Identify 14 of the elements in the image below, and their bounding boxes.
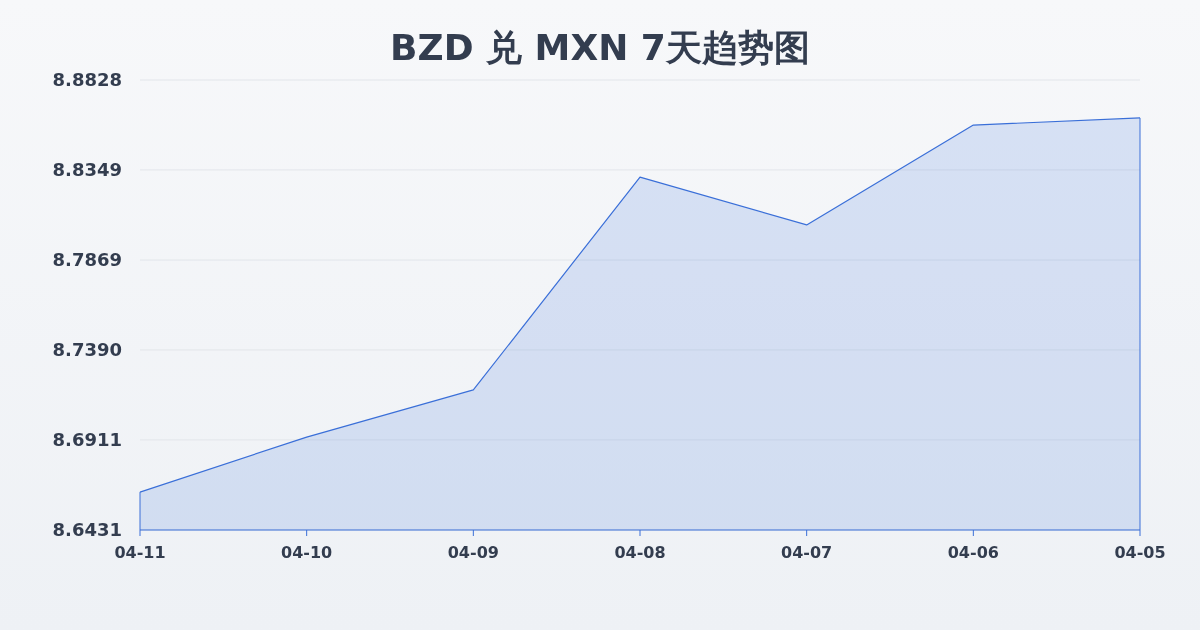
x-tick-label: 04-09 [447,543,499,562]
x-tick-label: 04-06 [947,543,999,562]
x-tick-label: 04-11 [114,543,166,562]
y-tick-label: 8.6911 [52,429,122,451]
y-tick-label: 8.8828 [52,69,122,91]
x-tick-label: 04-07 [781,543,833,562]
chart-title: BZD 兑 MXN 7天趋势图 [390,27,810,68]
y-tick-label: 8.7869 [52,249,122,271]
x-tick-label: 04-08 [614,543,666,562]
y-tick-label: 8.8349 [52,159,122,181]
x-tick-label: 04-10 [281,543,333,562]
x-tick-label: 04-05 [1114,543,1166,562]
y-tick-label: 8.6431 [52,519,122,541]
y-tick-label: 8.7390 [52,339,122,361]
